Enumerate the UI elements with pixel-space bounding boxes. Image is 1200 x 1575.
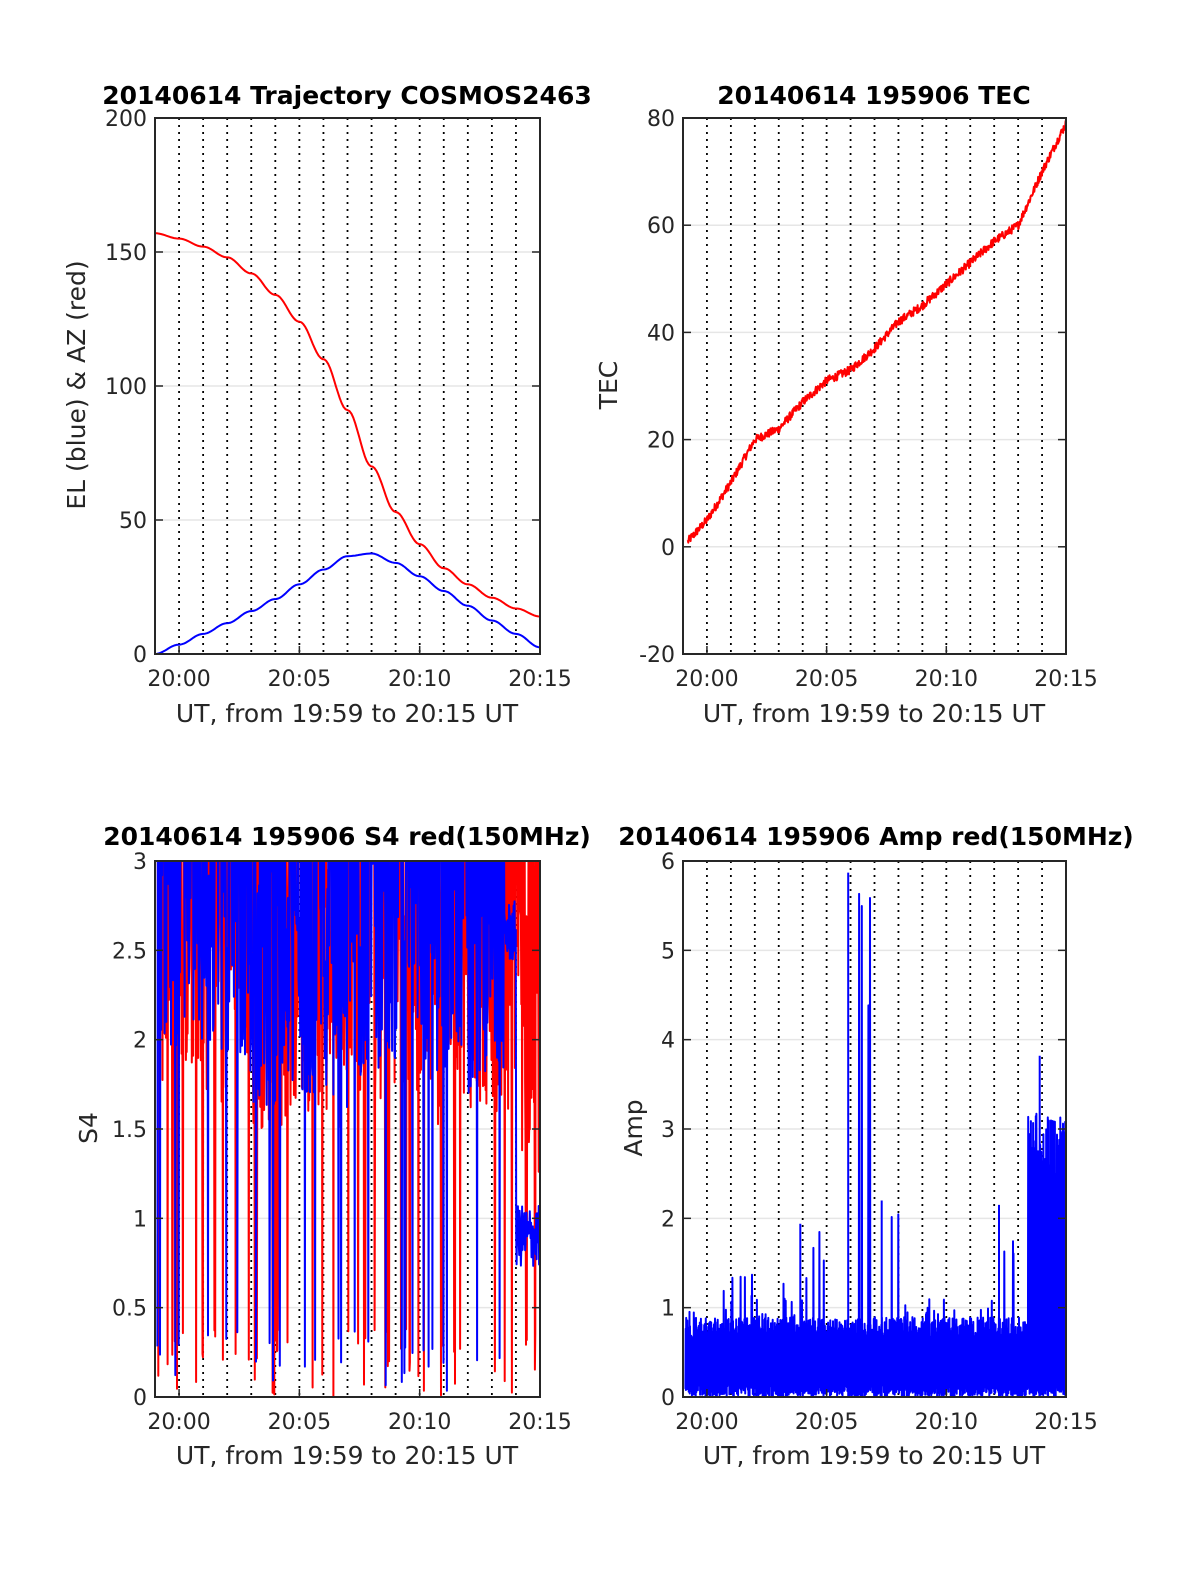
tec-series-group [686,119,1066,544]
tec-xtick-label: 20:10 [915,667,978,692]
amp-title: 20140614 195906 Amp red(150MHz) [618,822,1134,851]
tec-ylabel: TEC [594,361,623,411]
tec-ytick-label: 40 [647,321,675,346]
tec-ytick-label: -20 [639,643,675,668]
s4-title: 20140614 195906 S4 red(150MHz) [103,822,591,851]
s4-series-line-2 [156,861,540,1392]
trajectory-ylabel: EL (blue) & AZ (red) [62,260,91,509]
s4-xtick-label: 20:05 [268,1410,331,1435]
amp-ytick-label: 2 [661,1207,675,1232]
tec-xtick-label: 20:00 [675,667,738,692]
s4-ytick-label: 2.5 [112,939,147,964]
trajectory-xlabel: UT, from 19:59 to 20:15 UT [176,699,519,728]
amp-ytick-label: 4 [661,1029,675,1054]
amp-ytick-label: 1 [661,1297,675,1322]
amp-series-line-1 [684,872,1066,1397]
amp-xtick-label: 20:00 [675,1410,738,1435]
amp-ytick-label: 6 [661,850,675,875]
tec-ytick-label: 0 [661,536,675,561]
trajectory-series-line-1 [155,232,540,618]
trajectory-xtick-label: 20:00 [147,667,210,692]
tec-series-line-1 [686,119,1066,544]
tec-ytick-label: 20 [647,429,675,454]
trajectory-ytick-label: 200 [105,107,147,132]
amp-ytick-label: 3 [661,1118,675,1143]
s4-ytick-label: 1 [133,1207,147,1232]
trajectory-title: 20140614 Trajectory COSMOS2463 [102,81,592,110]
trajectory-ytick-label: 100 [105,375,147,400]
trajectory-series-group [155,232,540,654]
trajectory-ytick-label: 150 [105,241,147,266]
s4-xtick-label: 20:00 [147,1410,210,1435]
tec-xlabel: UT, from 19:59 to 20:15 UT [703,699,1046,728]
s4-series-group [156,861,540,1397]
tec-axes-frame [682,117,1067,655]
trajectory-xtick-label: 20:15 [508,667,571,692]
tec-title: 20140614 195906 TEC [717,81,1030,110]
amp-xtick-label: 20:10 [915,1410,978,1435]
trajectory-series-line-2 [155,552,540,654]
s4-ytick-label: 1.5 [112,1118,147,1143]
s4-ytick-label: 0.5 [112,1297,147,1322]
trajectory-xtick-label: 20:05 [268,667,331,692]
tec-ytick-label: 80 [647,107,675,132]
trajectory-xtick-label: 20:10 [388,667,451,692]
tec-ytick-label: 60 [647,214,675,239]
s4-ytick-label: 3 [133,850,147,875]
amp-ytick-label: 5 [661,939,675,964]
amp-ytick-label: 0 [661,1386,675,1411]
s4-ytick-label: 0 [133,1386,147,1411]
tec-xtick-label: 20:15 [1034,667,1097,692]
s4-panel: 20140614 195906 S4 red(150MHz) UT, from … [74,822,591,1470]
s4-ylabel: S4 [74,1112,103,1144]
trajectory-panel: 20140614 Trajectory COSMOS2463 UT, from … [62,81,592,728]
trajectory-ytick-label: 0 [133,643,147,668]
amp-xtick-label: 20:15 [1034,1410,1097,1435]
amp-ylabel: Amp [619,1099,648,1156]
s4-xtick-label: 20:15 [508,1410,571,1435]
amp-xtick-label: 20:05 [795,1410,858,1435]
trajectory-ytick-label: 50 [119,509,147,534]
amp-xlabel: UT, from 19:59 to 20:15 UT [703,1441,1046,1470]
amp-panel: 20140614 195906 Amp red(150MHz) UT, from… [618,822,1134,1470]
s4-xtick-label: 20:10 [388,1410,451,1435]
amp-series-group [684,872,1066,1397]
tec-xtick-label: 20:05 [795,667,858,692]
tec-panel: 20140614 195906 TEC UT, from 19:59 to 20… [594,81,1098,728]
s4-xlabel: UT, from 19:59 to 20:15 UT [176,1441,519,1470]
s4-ytick-label: 2 [133,1029,147,1054]
